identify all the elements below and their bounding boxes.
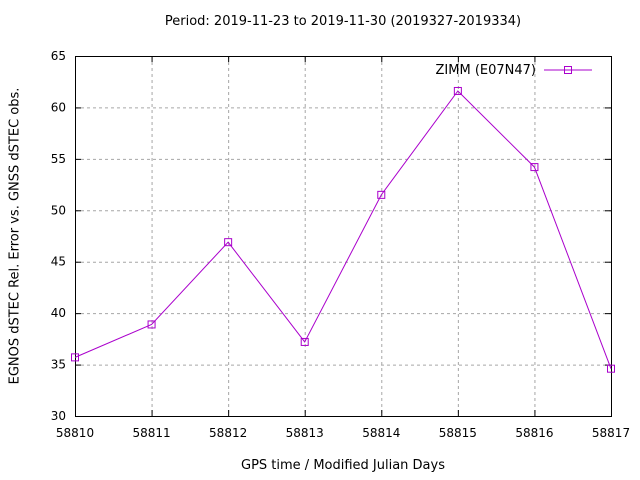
chart-title: Period: 2019-11-23 to 2019-11-30 (201932… [164, 14, 522, 29]
y-tick-label: 60 [51, 100, 66, 114]
legend: ZIMM (E07N47) [340, 62, 592, 78]
x-axis-label: GPS time / Modified Julian Days [241, 458, 445, 473]
y-tick-label: 45 [51, 255, 66, 269]
x-tick-label: 58813 [286, 426, 324, 440]
y-tick-label: 40 [51, 306, 66, 320]
x-tick-label: 58811 [132, 426, 170, 440]
plot-border [75, 56, 612, 417]
data-point-marker [71, 353, 79, 362]
data-point-marker [607, 364, 615, 373]
data-point-marker [300, 337, 309, 346]
y-tick-label: 50 [51, 203, 66, 217]
data-point-marker [453, 86, 462, 95]
x-tick-label: 58814 [362, 426, 400, 440]
data-point-marker [224, 238, 233, 247]
x-tick-label: 58815 [439, 426, 477, 440]
legend-line-sample-icon [544, 66, 592, 74]
x-tick-label: 58817 [592, 426, 630, 440]
y-tick-label: 55 [51, 152, 66, 166]
y-tick-label: 35 [51, 358, 66, 372]
data-point-marker [377, 190, 386, 199]
x-tick-label: 58810 [56, 426, 94, 440]
data-point-marker [530, 163, 539, 172]
y-tick-label: 30 [51, 409, 66, 423]
series-line [74, 90, 612, 369]
x-tick-label: 58812 [209, 426, 247, 440]
x-tick-label: 58816 [515, 426, 553, 440]
legend-label: ZIMM (E07N47) [435, 62, 536, 78]
y-tick-label: 65 [51, 49, 66, 63]
data-point-marker [147, 320, 156, 329]
